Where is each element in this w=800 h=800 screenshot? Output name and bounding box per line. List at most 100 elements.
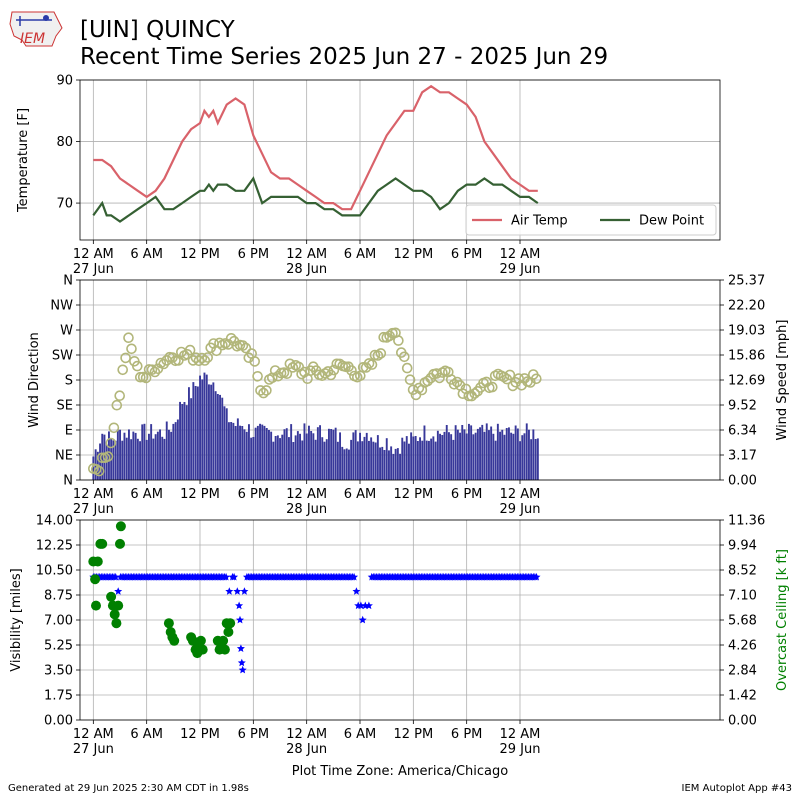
- wind-speed-bar: [359, 432, 361, 480]
- ceiling-marker: [109, 609, 120, 620]
- wind-speed-bar: [530, 439, 533, 480]
- y2-tick-label: 0.00: [728, 714, 757, 729]
- wind-direction-marker: [328, 364, 340, 376]
- wind-speed-bar: [143, 423, 146, 480]
- wind-speed-bar: [430, 438, 433, 480]
- wind-direction-marker: [117, 364, 128, 376]
- wind-direction-marker: [255, 385, 266, 396]
- x-tick-label: 12 PM: [180, 727, 220, 742]
- y2-tick-label: 6.34: [728, 424, 757, 439]
- plot-frame: [79, 519, 721, 721]
- wind-speed-bar: [161, 436, 164, 480]
- x-tick-label: 12 AM: [286, 727, 327, 742]
- wind-speed-bar: [388, 450, 390, 480]
- wind-speed-bar: [321, 437, 324, 480]
- y2-tick-label: 8.52: [728, 564, 757, 579]
- visibility-marker: [532, 572, 541, 581]
- wind-speed-bar: [256, 425, 259, 480]
- ceiling-marker: [218, 635, 229, 646]
- wind-speed-bar: [185, 405, 188, 480]
- wind-speed-bar: [505, 428, 508, 480]
- x-tick-label: 12 PM: [393, 247, 433, 262]
- wind-speed-bar: [488, 430, 490, 480]
- wind-speed-bar: [432, 436, 435, 480]
- wind-speed-bar: [479, 427, 481, 480]
- x-tick-label: 6 AM: [130, 487, 163, 502]
- x-axis-label: Plot Time Zone: America/Chicago: [292, 764, 508, 779]
- ceiling-marker: [92, 556, 103, 567]
- y-tick-label: 10.50: [36, 564, 73, 579]
- x-tick-label: 12 PM: [180, 247, 220, 262]
- x-tick-label: 6 AM: [130, 247, 163, 262]
- wind-speed-bar: [476, 428, 479, 480]
- wind-speed-bar: [339, 432, 341, 480]
- wind-direction-marker: [96, 452, 108, 464]
- wind-direction-marker: [299, 366, 310, 378]
- wind-speed-bar: [330, 429, 333, 480]
- x-tick-date-label: 28 Jun: [286, 742, 327, 757]
- wind-speed-bar: [214, 391, 217, 480]
- wind-speed-bars: [92, 372, 539, 480]
- wind-speed-bar: [179, 401, 181, 480]
- y2-tick-label: 9.94: [728, 539, 757, 554]
- wind-speed-bar: [216, 394, 219, 480]
- wind-speed-bar: [172, 423, 175, 480]
- wind-speed-bar: [201, 379, 204, 480]
- wind-speed-bar: [290, 424, 293, 480]
- y2-tick-label: 25.37: [728, 274, 765, 289]
- wind-speed-bar: [281, 434, 284, 480]
- y-tick-label: 5.25: [44, 639, 73, 654]
- wind-speed-bar: [319, 425, 321, 480]
- y-tick-label: 70: [56, 197, 73, 212]
- wind-speed-bar: [496, 423, 499, 480]
- wind-direction-marker: [486, 381, 498, 393]
- x-tick-label: 6 PM: [451, 487, 482, 502]
- wind-direction-marker: [498, 371, 510, 383]
- wind-speed-bar: [439, 433, 441, 480]
- wind-speed-bar: [121, 440, 124, 480]
- y2-tick-label: 0.00: [728, 474, 757, 489]
- wind-speed-bar: [459, 432, 461, 480]
- x-tick-label: 12 AM: [286, 487, 327, 502]
- y2-tick-label: 7.10: [728, 589, 757, 604]
- wind-speed-bar: [508, 427, 510, 480]
- wind-direction-marker: [287, 362, 299, 373]
- wind-speed-bar: [372, 441, 375, 480]
- wind-speed-bar: [416, 441, 419, 480]
- wind-direction-marker: [404, 374, 416, 386]
- x-tick-label: 12 AM: [500, 727, 541, 742]
- wind-direction-marker: [504, 369, 516, 381]
- wind-direction-marker: [422, 375, 434, 387]
- wind-speed-bar: [512, 433, 515, 480]
- y2-tick-label: 9.52: [728, 399, 757, 414]
- wind-speed-bar: [348, 449, 350, 480]
- x-tick-date-label: 29 Jun: [500, 742, 541, 757]
- x-tick-label: 12 AM: [286, 247, 327, 262]
- wind-speed-bar: [343, 449, 346, 480]
- wind-direction-marker: [375, 348, 387, 359]
- wind-direction-marker: [146, 364, 158, 376]
- wind-speed-bar: [481, 424, 484, 480]
- visibility-marker: [225, 587, 234, 595]
- wind-speed-bar: [261, 424, 264, 480]
- wind-speed-bar: [285, 428, 288, 480]
- y-axis-label-temperature: Temperature [F]: [16, 108, 31, 213]
- wind-direction-markers: [88, 327, 542, 477]
- ceiling-marker: [163, 618, 174, 629]
- wind-speed-bar: [336, 441, 339, 480]
- wind-speed-bar: [528, 429, 530, 480]
- wind-speed-bar: [519, 441, 521, 480]
- wind-speed-bar: [503, 434, 506, 480]
- wind-speed-bar: [274, 436, 277, 480]
- y-tick-label: NE: [55, 449, 73, 464]
- visibility-marker: [230, 572, 239, 581]
- x-tick-date-label: 28 Jun: [286, 502, 327, 517]
- wind-direction-marker: [111, 399, 123, 411]
- chart-title: [UIN] QUINCY: [80, 17, 235, 43]
- temperature-legend: Air Temp Dew Point: [465, 204, 717, 236]
- x-tick-date-label: 27 Jun: [73, 262, 114, 277]
- wind-speed-bar: [423, 425, 426, 480]
- wind-speed-bar: [501, 429, 504, 480]
- legend-box: [465, 204, 717, 236]
- wind-speed-bar: [156, 431, 159, 480]
